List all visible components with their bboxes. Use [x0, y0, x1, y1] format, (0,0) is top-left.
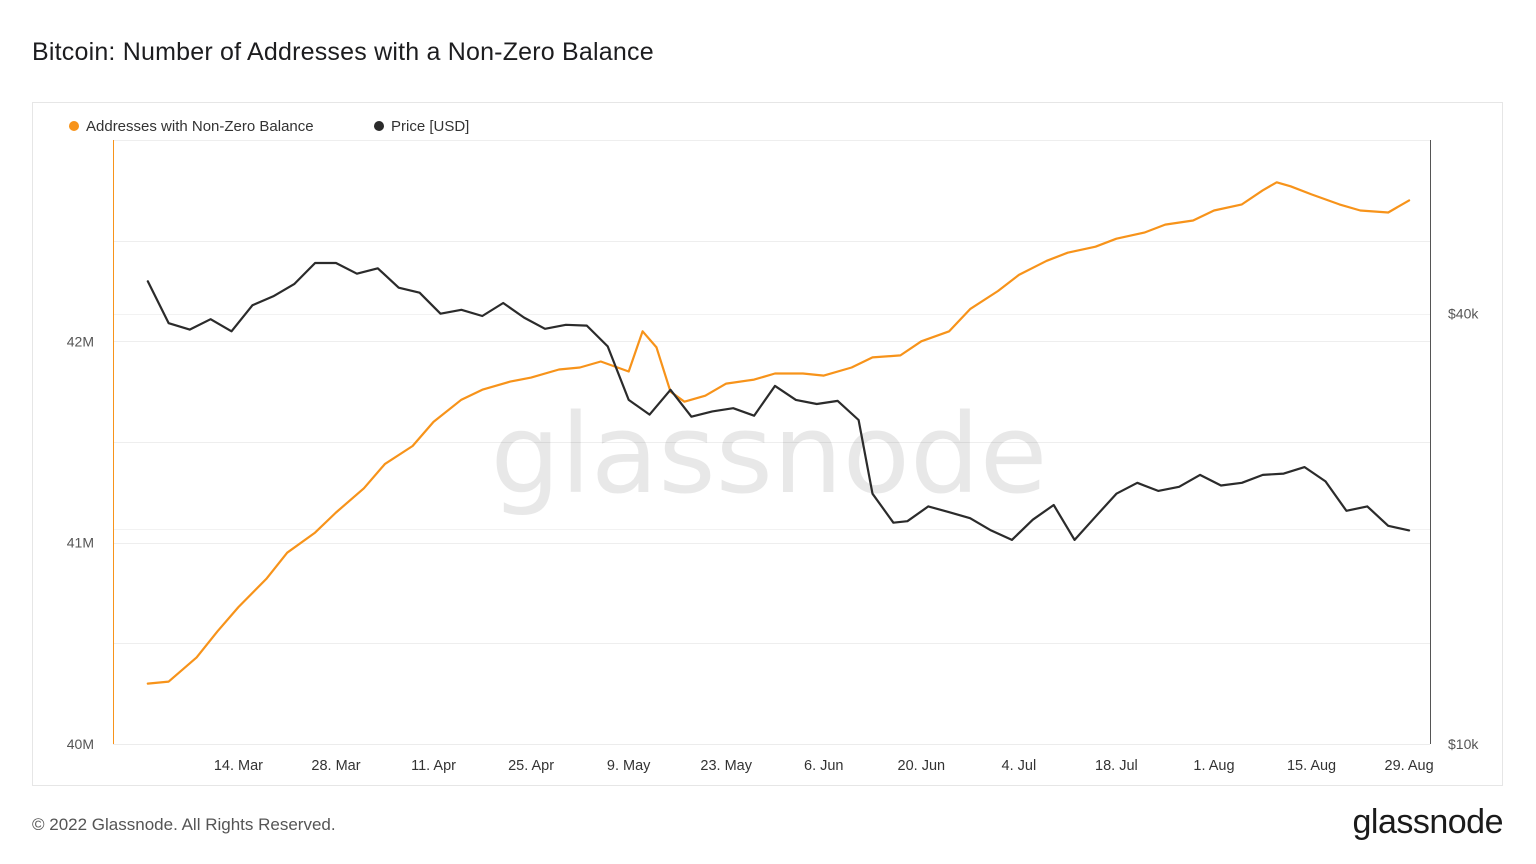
- x-tick-label: 6. Jun: [804, 758, 844, 774]
- line-chart[interactable]: glassnode 14. Mar 28. Mar 11. Apr 25. Apr 9.…: [32, 102, 1503, 786]
- x-tick-label: 11. Apr: [411, 758, 456, 774]
- left-tick-label: 40M: [67, 736, 94, 752]
- legend-marker: [374, 121, 384, 131]
- left-tick-label: 41M: [67, 535, 94, 551]
- right-tick-label: $40k: [1448, 306, 1479, 322]
- right-axis-ticks: $10k $40k: [1448, 306, 1479, 752]
- x-tick-label: 28. Mar: [311, 758, 360, 774]
- legend-item-price[interactable]: Price [USD]: [374, 118, 469, 135]
- x-tick-label: 15. Aug: [1287, 758, 1336, 774]
- right-tick-label: $10k: [1448, 736, 1479, 752]
- left-axis-ticks: 40M 41M 42M: [67, 333, 94, 752]
- series-lines: [146, 181, 1411, 685]
- x-tick-label: 20. Jun: [898, 758, 946, 774]
- grid-lines: [113, 140, 1430, 644]
- x-tick-label: 9. May: [607, 758, 651, 774]
- x-tick-label: 18. Jul: [1095, 758, 1138, 774]
- left-tick-label: 42M: [67, 333, 94, 349]
- x-tick-label: 29. Aug: [1385, 758, 1434, 774]
- glassnode-logo[interactable]: glassnode: [1352, 803, 1503, 841]
- chart-title: Bitcoin: Number of Addresses with a Non-…: [32, 38, 654, 66]
- x-tick-label: 14. Mar: [214, 758, 263, 774]
- copyright-text: © 2022 Glassnode. All Rights Reserved.: [32, 815, 336, 834]
- legend-label: Price [USD]: [391, 118, 469, 135]
- x-axis-ticks: 14. Mar 28. Mar 11. Apr 25. Apr 9. May 23. Ma…: [214, 758, 1434, 774]
- x-tick-label: 1. Aug: [1193, 758, 1234, 774]
- glassnode-watermark: glassnode: [491, 390, 1048, 518]
- price-series-line: [146, 261, 1411, 541]
- addresses-series-line: [146, 181, 1411, 685]
- x-tick-label: 25. Apr: [508, 758, 554, 774]
- chart-frame: [32, 102, 1503, 786]
- x-tick-label: 23. May: [700, 758, 752, 774]
- legend-label: Addresses with Non-Zero Balance: [86, 118, 314, 135]
- legend[interactable]: Addresses with Non-Zero Balance Price [US…: [69, 118, 469, 135]
- x-tick-label: 4. Jul: [1002, 758, 1037, 774]
- legend-item-addresses[interactable]: Addresses with Non-Zero Balance: [69, 118, 314, 135]
- legend-marker: [69, 121, 79, 131]
